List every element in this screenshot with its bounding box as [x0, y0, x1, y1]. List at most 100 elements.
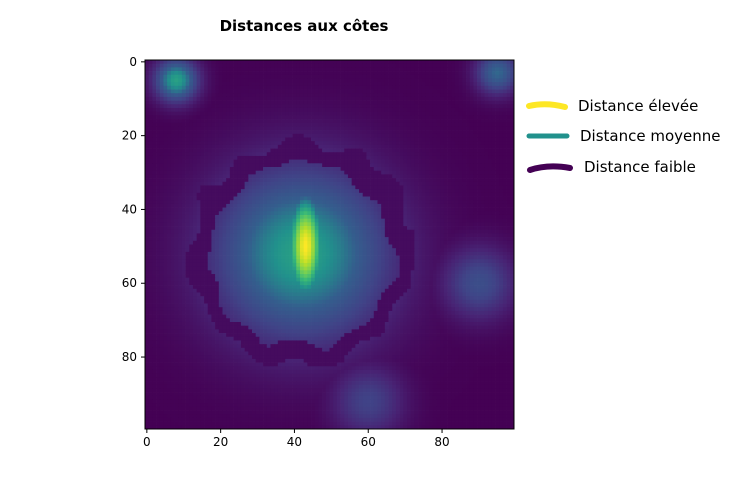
heatmap-cell	[340, 174, 345, 179]
heatmap-cell	[502, 141, 507, 146]
heatmap-cell	[421, 122, 426, 127]
heatmap-cell	[480, 85, 485, 90]
heatmap-cell	[244, 185, 249, 190]
heatmap-cell	[436, 226, 441, 231]
heatmap-cell	[299, 152, 305, 157]
heatmap-cell	[307, 200, 312, 205]
heatmap-cell	[189, 115, 194, 120]
heatmap-cell	[414, 163, 419, 168]
heatmap-cell	[274, 148, 279, 153]
heatmap-cell	[355, 107, 360, 113]
heatmap-cell	[418, 74, 423, 79]
heatmap-cell	[421, 85, 426, 90]
heatmap-cell	[240, 130, 245, 135]
heatmap-cell	[255, 96, 260, 101]
heatmap-cell	[399, 192, 404, 197]
heatmap-cell	[163, 200, 168, 205]
heatmap-cell	[167, 211, 172, 216]
heatmap-cell	[185, 107, 190, 113]
heatmap-cell	[274, 126, 279, 131]
heatmap-cell	[347, 185, 352, 190]
heatmap-cell	[178, 170, 183, 175]
heatmap-cell	[263, 96, 268, 101]
heatmap-cell	[377, 152, 382, 157]
heatmap-cell	[292, 137, 297, 142]
heatmap-cell	[255, 178, 260, 183]
heatmap-cell	[226, 60, 231, 65]
heatmap-cell	[145, 203, 150, 208]
heatmap-cell	[196, 115, 201, 120]
heatmap-cell	[252, 185, 257, 190]
heatmap-cell	[440, 240, 445, 245]
heatmap-cell	[506, 130, 511, 135]
heatmap-cell	[373, 104, 378, 109]
heatmap-cell	[340, 159, 345, 164]
heatmap-cell	[488, 237, 493, 242]
heatmap-cell	[373, 185, 378, 190]
heatmap-cell	[451, 229, 456, 234]
heatmap-cell	[451, 96, 456, 101]
heatmap-cell	[429, 170, 434, 175]
heatmap-cell	[145, 126, 150, 131]
heatmap-cell	[458, 218, 463, 223]
heatmap-cell	[506, 119, 511, 124]
heatmap-cell	[296, 192, 301, 197]
heatmap-cell	[359, 229, 364, 234]
heatmap-cell	[436, 181, 441, 186]
heatmap-cell	[418, 82, 423, 87]
heatmap-cell	[403, 167, 408, 172]
heatmap-cell	[185, 189, 190, 194]
heatmap-cell	[421, 111, 426, 116]
heatmap-cell	[384, 96, 389, 101]
heatmap-cell	[340, 100, 345, 105]
heatmap-cell	[215, 178, 220, 183]
heatmap-cell	[189, 141, 194, 146]
heatmap-cell	[318, 133, 323, 138]
heatmap-cell	[351, 218, 356, 223]
heatmap-cell	[288, 144, 293, 149]
heatmap-cell	[440, 237, 445, 242]
heatmap-cell	[462, 63, 467, 68]
heatmap-cell	[229, 111, 234, 116]
heatmap-cell	[502, 111, 507, 116]
heatmap-cell	[432, 163, 437, 168]
heatmap-cell	[495, 67, 500, 72]
heatmap-cell	[388, 119, 393, 124]
heatmap-cell	[377, 126, 382, 131]
heatmap-cell	[458, 196, 463, 201]
heatmap-cell	[318, 137, 323, 142]
heatmap-cell	[421, 130, 426, 135]
heatmap-cell	[370, 233, 375, 238]
heatmap-cell	[163, 207, 168, 212]
heatmap-cell	[359, 148, 364, 153]
heatmap-cell	[381, 152, 386, 157]
heatmap-cell	[454, 111, 459, 116]
heatmap-cell	[303, 196, 308, 201]
heatmap-cell	[403, 200, 408, 205]
heatmap-cell	[495, 152, 500, 157]
heatmap-cell	[410, 78, 415, 83]
heatmap-cell	[469, 137, 474, 142]
heatmap-cell	[211, 200, 216, 205]
heatmap-cell	[384, 93, 389, 98]
heatmap-cell	[377, 74, 382, 79]
heatmap-cell	[311, 115, 316, 120]
heatmap-cell	[373, 167, 378, 172]
heatmap-cell	[159, 104, 164, 109]
heatmap-cell	[229, 189, 234, 194]
heatmap-cell	[429, 78, 434, 83]
heatmap-cell	[491, 163, 496, 168]
heatmap-cell	[244, 218, 249, 223]
heatmap-cell	[248, 148, 253, 153]
heatmap-cell	[303, 82, 308, 87]
heatmap-cell	[192, 144, 198, 149]
heatmap-cell	[266, 71, 271, 76]
heatmap-cell	[240, 170, 245, 175]
heatmap-cell	[406, 211, 412, 216]
heatmap-cell	[281, 159, 286, 164]
heatmap-cell	[466, 163, 471, 168]
heatmap-cell	[388, 203, 393, 208]
heatmap-cell	[410, 104, 415, 109]
heatmap-cell	[303, 214, 308, 220]
heatmap-cell	[510, 74, 515, 79]
